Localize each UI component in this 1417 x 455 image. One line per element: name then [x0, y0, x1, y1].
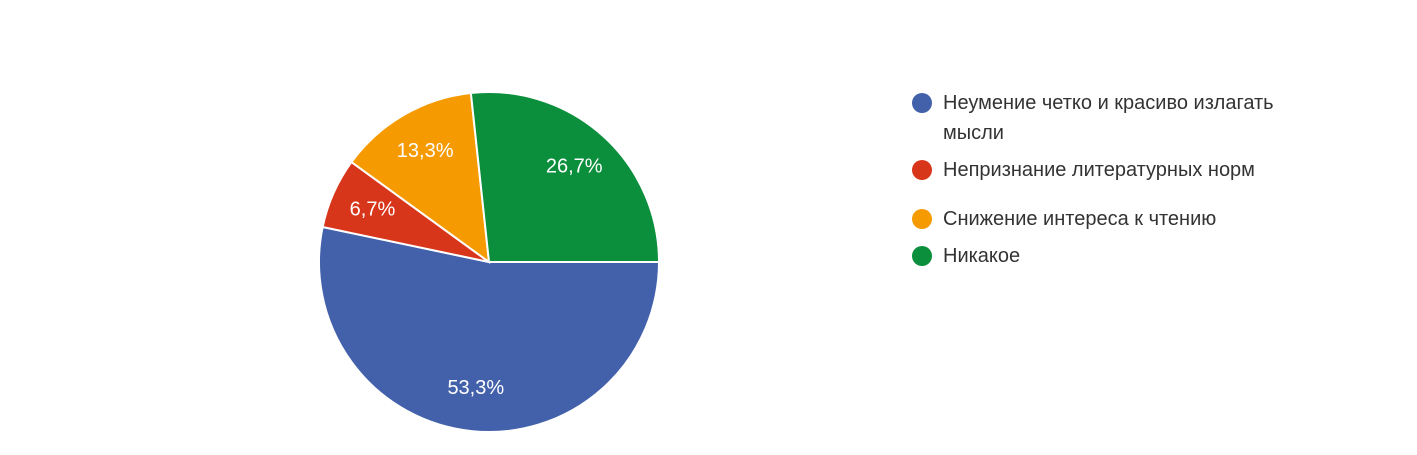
legend-label: Неумение четко и красиво излагать мысли [943, 92, 1274, 144]
legend-label: Непризнание литературных норм [943, 159, 1255, 181]
slice-label: 6,7% [350, 199, 396, 221]
slice-label: 26,7% [546, 155, 603, 177]
legend-marker [912, 93, 932, 113]
pie-slice [350, 91, 491, 265]
pie-slice [318, 225, 661, 433]
legend-item: Никакое [912, 241, 1332, 271]
legend-marker [912, 160, 932, 180]
legend-marker [912, 209, 932, 229]
legend-item: Неумение четко и красиво излагать мысли [912, 88, 1332, 148]
legend-marker [912, 246, 932, 266]
slice-label: 13,3% [397, 140, 454, 162]
legend-item: Снижение интереса к чтению [912, 204, 1332, 234]
legend-label: Снижение интереса к чтению [943, 208, 1217, 230]
pie-slice [469, 91, 661, 263]
legend-item: Непризнание литературных норм [912, 155, 1332, 185]
slice-label: 53,3% [447, 377, 504, 399]
legend-label: Никакое [943, 245, 1021, 267]
